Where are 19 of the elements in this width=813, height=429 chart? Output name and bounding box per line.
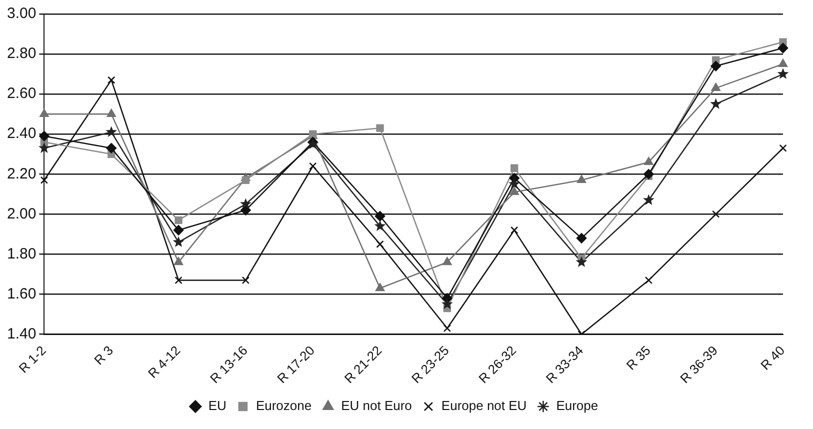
y-tick-label: 3.00: [6, 5, 36, 22]
y-tick-label: 1.40: [6, 325, 36, 342]
y-tick-label: 2.40: [6, 125, 36, 142]
y-tick-label: 2.20: [6, 165, 36, 182]
legend-label: Europe not EU: [441, 398, 527, 414]
x-tick-label: R 35: [623, 342, 654, 373]
x-tick-label: R 4-12: [144, 342, 184, 382]
legend-label: Eurozone: [256, 398, 312, 414]
legend-label: EU: [208, 398, 226, 414]
y-tick-label: 2.00: [6, 205, 36, 222]
y-tick-label: 2.80: [6, 45, 36, 62]
y-tick-label: 2.60: [6, 85, 36, 102]
x-tick-label: R 3: [91, 342, 116, 368]
x-tick-label: R 1-2: [16, 342, 49, 376]
x-tick-label: R 40: [758, 342, 788, 373]
y-tick-label: 1.60: [6, 285, 36, 302]
y-tick-label: 1.80: [6, 245, 36, 262]
legend-label: Europe: [556, 398, 598, 414]
legend-label: EU not Euro: [341, 398, 412, 414]
